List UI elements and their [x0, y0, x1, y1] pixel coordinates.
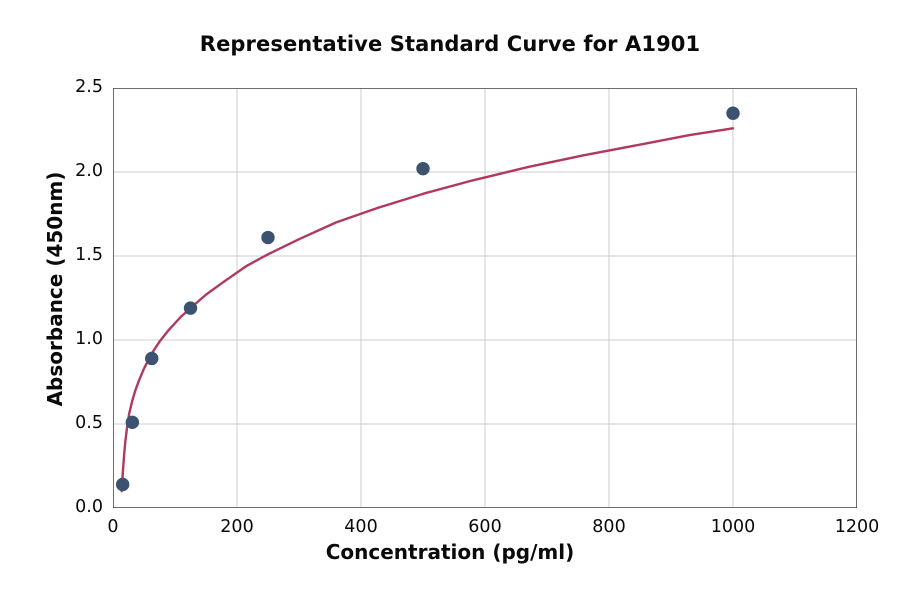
plot-area	[113, 88, 857, 508]
y-tick-label: 0.0	[75, 497, 103, 517]
x-tick-label: 800	[592, 517, 626, 537]
x-tick-label: 1000	[710, 517, 756, 537]
y-tick-label: 1.5	[75, 245, 103, 265]
y-tick-label: 0.5	[75, 413, 103, 433]
data-points	[115, 106, 740, 492]
x-tick-label: 600	[468, 517, 502, 537]
grid-lines	[113, 88, 857, 508]
chart-title: Representative Standard Curve for A1901	[199, 32, 701, 56]
fit-curve	[120, 127, 735, 493]
plot-canvas	[113, 88, 857, 508]
y-axis-title: Absorbance (450nm)	[43, 171, 67, 407]
x-tick-label: 200	[220, 517, 254, 537]
y-tick-label: 2.5	[75, 77, 103, 97]
x-tick-label: 1200	[834, 517, 880, 537]
y-tick-label: 2.0	[75, 161, 103, 181]
x-tick-label: 400	[344, 517, 378, 537]
x-axis-title: Concentration (pg/ml)	[325, 540, 575, 564]
x-tick-label: 0	[107, 517, 119, 537]
y-tick-label: 1.0	[75, 329, 103, 349]
